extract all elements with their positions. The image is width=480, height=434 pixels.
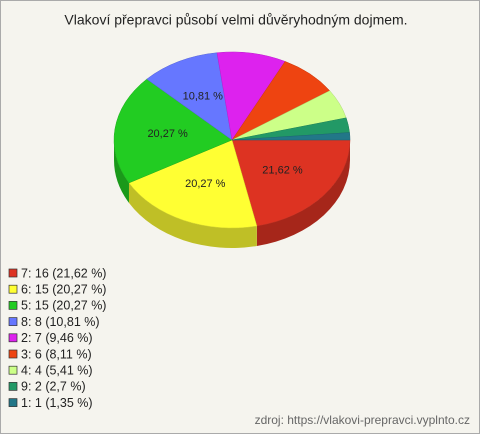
legend-swatch xyxy=(8,349,18,359)
legend-label: 4: 4 (5,41 %) xyxy=(21,363,93,377)
slice xyxy=(113,78,233,184)
legend-label: 1: 1 (1,35 %) xyxy=(21,396,93,410)
legend-swatch xyxy=(8,268,18,278)
source: zdroj: https://vlakovi-prepravci.vyplnto… xyxy=(255,413,470,427)
legend-swatch xyxy=(8,284,18,294)
slice-label: 21,62 % xyxy=(262,164,303,176)
legend-swatch xyxy=(8,333,18,343)
slice-side xyxy=(256,140,350,247)
legend-label: 8: 8 (10,81 %) xyxy=(21,315,100,329)
slice xyxy=(128,139,258,229)
slice xyxy=(231,139,351,227)
legend-swatch xyxy=(8,301,18,310)
legend-label: 9: 2 (2,7 %) xyxy=(21,380,86,394)
legend-swatch xyxy=(8,382,18,391)
slice-side xyxy=(128,182,257,248)
slice-label: 10,81 % xyxy=(183,91,224,103)
slice-label: 20,27 % xyxy=(147,128,188,140)
legend-label: 2: 7 (9,46 %) xyxy=(21,331,93,345)
legend-swatch xyxy=(8,398,18,407)
legend-label: 7: 16 (21,62 %) xyxy=(21,266,106,280)
legend-label: 3: 6 (8,11 %) xyxy=(21,347,92,361)
slice-label: 20,27 % xyxy=(185,178,226,190)
legend-label: 6: 15 (20,27 %) xyxy=(21,282,106,296)
slice xyxy=(231,132,351,141)
legend-label: 5: 15 (20,27 %) xyxy=(21,299,106,313)
legend-swatch xyxy=(8,365,18,375)
legend-swatch xyxy=(8,317,18,326)
chart-title: Vlakoví přepravci působí velmi důvěryhod… xyxy=(64,12,407,28)
slice xyxy=(146,52,233,141)
